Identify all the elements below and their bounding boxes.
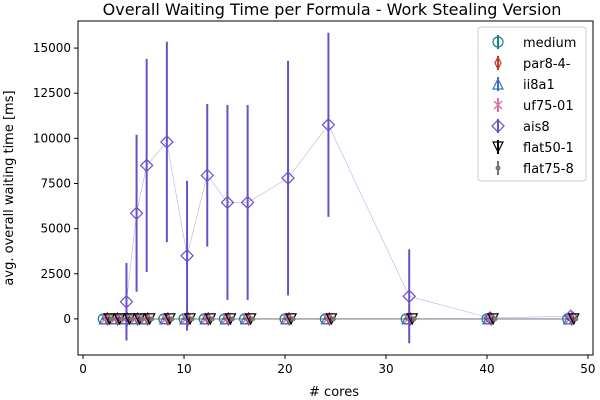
legend-marker [491,119,505,133]
legend-label: uf75-01 [523,99,574,114]
data-point [129,316,135,322]
series-flat75-8 [108,316,579,322]
legend: medium par8-4- ii8a1 uf75-01 ais8 flat50-1 fla… [477,26,587,182]
data-point [321,117,336,132]
data-point [330,316,336,322]
series-ais8 [119,32,578,344]
data-point [169,316,175,322]
legend-marker [495,165,501,171]
legend-item: ais8 [491,119,550,135]
data-point [129,206,144,221]
data-point [220,195,235,210]
y-tick-label: 5000 [40,222,71,236]
data-point [139,316,145,322]
y-axis-label: avg. overall waiting time [ms] [2,90,17,285]
data-point [240,195,255,210]
y-tick-label: 7500 [40,176,71,190]
y-tick-label: 12500 [33,86,71,100]
y-tick-label: 0 [63,312,71,326]
data-point [189,316,195,322]
legend-box [477,26,587,182]
legend-label: ii8a1 [523,78,555,93]
data-point [402,289,417,304]
legend-label: ais8 [523,120,550,135]
legend-item: uf75-01 [493,98,574,114]
data-point [483,311,497,325]
data-point [180,248,194,263]
data-point [149,316,155,322]
data-point [411,316,417,322]
data-point [492,316,498,322]
data-point [573,316,579,322]
legend-label: medium [523,36,576,51]
y-tick-label: 2500 [40,267,71,281]
data-point [281,171,295,185]
data-point [250,316,256,322]
legend-label: flat75-8 [523,162,574,177]
data-point [160,135,174,149]
legend-marker [492,36,504,48]
data-point [230,316,235,322]
legend-label: par8-4- [523,57,571,72]
legend-item: par8-4- [494,55,571,72]
x-tick-label: 0 [79,362,87,376]
y-tick-label: 10000 [33,131,71,145]
legend-marker [493,100,503,110]
legend-marker [492,141,504,154]
plot-area [97,32,580,344]
x-tick-label: 10 [176,362,191,376]
legend-item: medium [492,35,576,51]
legend-label: flat50-1 [523,141,574,156]
data-point [139,158,154,173]
x-tick-label: 50 [580,362,595,376]
data-point [108,316,114,322]
data-point [119,294,134,309]
legend-item: flat75-8 [495,161,574,177]
data-point [200,168,215,183]
x-tick-label: 20 [277,362,292,376]
x-tick-label: 40 [479,362,494,376]
y-tick-label: 15000 [33,41,71,55]
chart-title: Overall Waiting Time per Formula - Work … [103,0,562,19]
plot-frame [77,20,594,356]
legend-item: flat50-1 [492,140,574,156]
y-axis: 0 2500 5000 7500 10000 12500 15000 [33,41,78,326]
data-point [290,316,296,322]
x-axis: 0 10 20 30 40 50 [79,355,596,376]
legend-item: ii8a1 [492,77,555,93]
data-point [209,316,215,322]
x-tick-label: 30 [378,362,393,376]
x-axis-label: # cores [309,385,359,400]
data-point [118,316,124,322]
legend-marker [494,55,502,71]
legend-marker [492,77,504,90]
